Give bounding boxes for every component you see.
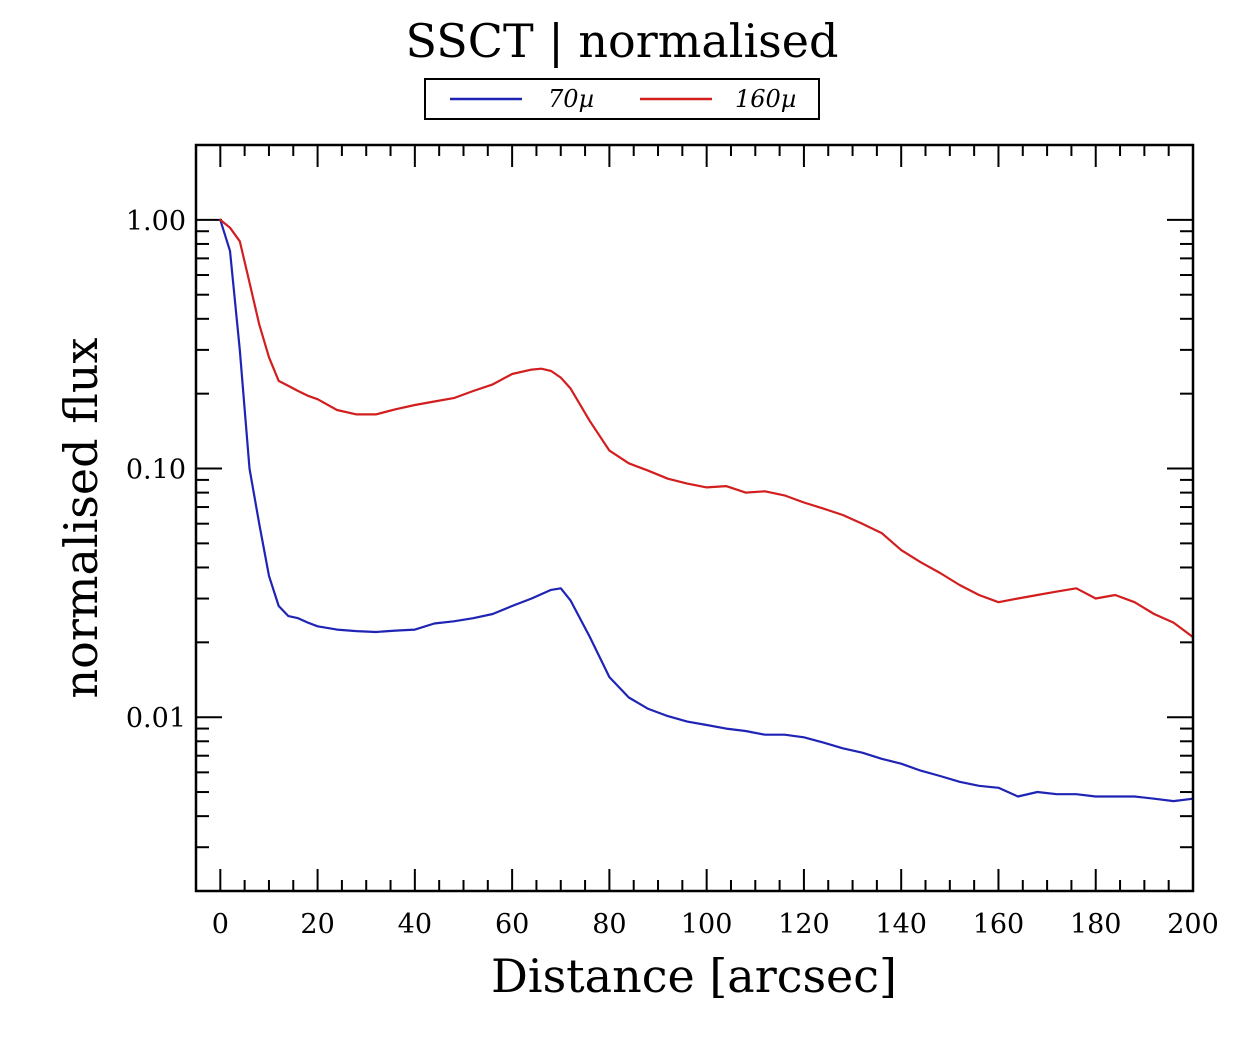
x-tick-label: 200 bbox=[1167, 909, 1219, 940]
legend-label-160: 160µ bbox=[735, 85, 796, 113]
series-line-160 bbox=[219, 218, 1195, 639]
chart-title: SSCT | normalised bbox=[406, 14, 839, 68]
legend-label-70: 70µ bbox=[548, 85, 594, 113]
tick-labels: 0 20 40 60 80 100 120 140 160 180 200 1.00 0.10 0.01 bbox=[126, 206, 1219, 940]
x-tick-label: 160 bbox=[973, 909, 1025, 940]
x-tick-label: 180 bbox=[1070, 909, 1122, 940]
x-tick-label: 140 bbox=[875, 909, 927, 940]
x-tick-label: 80 bbox=[592, 909, 626, 940]
y-tick-label: 1.00 bbox=[126, 206, 186, 237]
y-axis-label: normalised flux bbox=[54, 337, 108, 698]
x-tick-label: 20 bbox=[300, 909, 334, 940]
axis-ticks bbox=[196, 144, 1194, 892]
x-tick-label: 100 bbox=[681, 909, 733, 940]
legend: 70µ 160µ bbox=[424, 78, 820, 120]
x-tick-label: 0 bbox=[212, 909, 229, 940]
series-layer bbox=[219, 218, 1195, 803]
x-tick-label: 120 bbox=[778, 909, 830, 940]
x-tick-label: 40 bbox=[398, 909, 432, 940]
plot-frame bbox=[194, 143, 1195, 893]
y-tick-label: 0.10 bbox=[126, 455, 186, 486]
y-tick-label: 0.01 bbox=[126, 703, 186, 734]
x-axis-label: Distance [arcsec] bbox=[491, 949, 897, 1003]
series-line-70 bbox=[219, 218, 1195, 803]
x-tick-label: 60 bbox=[495, 909, 529, 940]
